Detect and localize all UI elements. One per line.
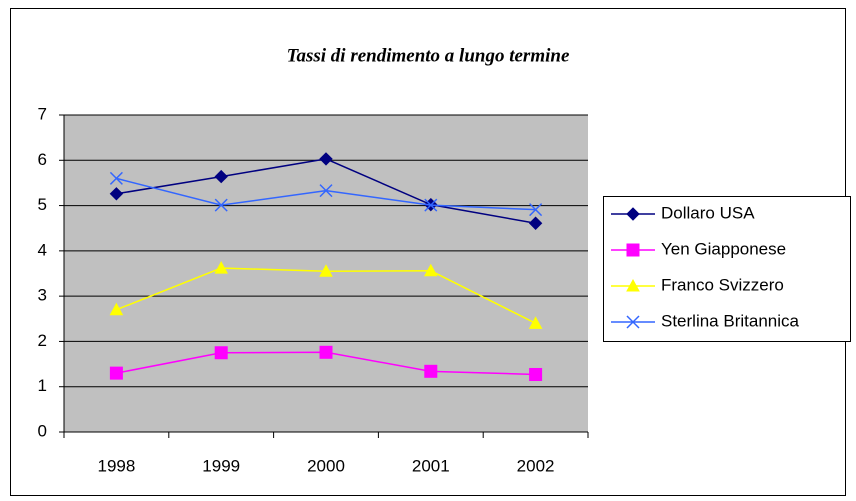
marker — [528, 316, 543, 329]
y-tick-label: 0 — [38, 421, 47, 440]
marker — [319, 152, 333, 166]
y-tick-label: 7 — [38, 104, 47, 123]
legend-marker — [626, 207, 640, 221]
y-tick-label: 6 — [38, 150, 47, 169]
marker — [319, 264, 333, 277]
marker — [109, 187, 124, 201]
legend-marker — [626, 278, 640, 292]
y-tick-label: 4 — [38, 240, 47, 259]
chart-title: Tassi di rendimento a lungo termine — [287, 45, 570, 66]
marker — [424, 198, 438, 212]
marker — [214, 346, 228, 360]
x-tick-label: 2000 — [307, 456, 345, 475]
y-tick-label: 1 — [38, 376, 47, 395]
marker — [528, 216, 543, 230]
y-tick-label: 3 — [38, 286, 47, 305]
marker — [423, 263, 438, 277]
legend-box — [603, 196, 851, 342]
y-tick-label: 5 — [38, 195, 47, 214]
marker — [529, 203, 543, 217]
x-tick-label: 1999 — [202, 456, 240, 475]
marker — [529, 367, 543, 381]
y-tick-label: 2 — [38, 331, 47, 350]
legend-label: Yen Giapponese — [661, 239, 786, 258]
marker — [319, 184, 333, 198]
legend-marker — [626, 243, 640, 257]
legend-label: Franco Svizzero — [661, 275, 784, 294]
marker — [214, 261, 229, 274]
marker — [214, 169, 228, 184]
marker — [214, 198, 228, 212]
legend-label: Dollaro USA — [661, 203, 755, 222]
marker — [109, 302, 124, 316]
marker — [109, 366, 123, 380]
marker — [424, 364, 438, 378]
legend-marker — [626, 315, 640, 329]
x-tick-label: 1998 — [97, 456, 135, 475]
marker — [319, 345, 333, 359]
marker — [109, 171, 123, 185]
x-tick-label: 2001 — [412, 456, 450, 475]
legend-label: Sterlina Britannica — [661, 311, 800, 330]
x-tick-label: 2002 — [517, 456, 555, 475]
